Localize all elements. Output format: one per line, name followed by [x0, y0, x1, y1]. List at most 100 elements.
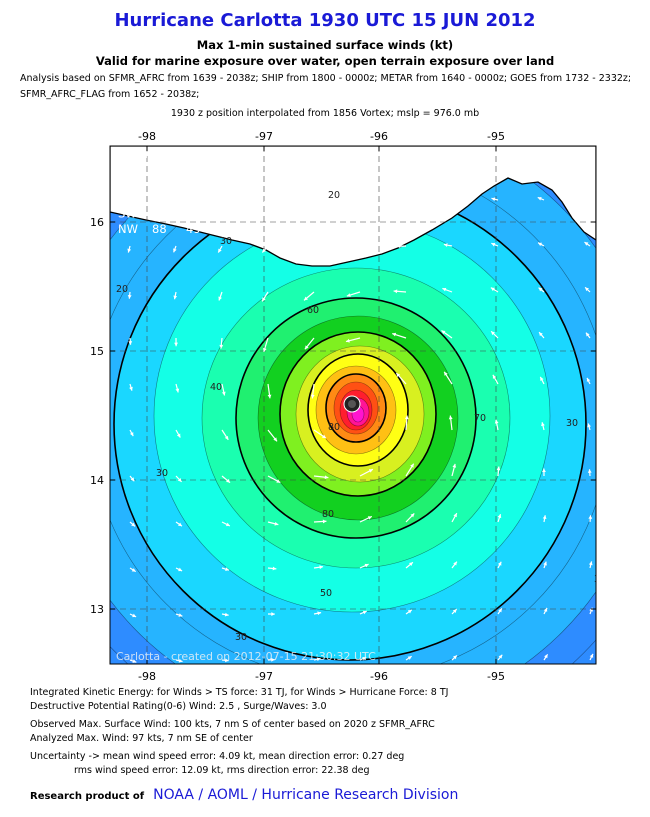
contour-value-label: 60 [307, 305, 319, 316]
wind-radii-cell: 88 [152, 222, 167, 236]
wind-arrow [537, 196, 545, 201]
ike-line: Integrated Kinetic Energy: for Winds > T… [30, 687, 449, 698]
wind-arrow [217, 245, 223, 253]
wind-arrow [262, 337, 269, 353]
subtitle-units: Max 1-min sustained surface winds (kt) [196, 38, 454, 52]
wind-arrow [129, 659, 137, 663]
wind-radii-header-cell: QD [118, 160, 136, 174]
wind-arrow [451, 654, 458, 661]
wind-arrow [490, 330, 499, 339]
lat-lon-grid [110, 146, 596, 664]
wind-arrow [129, 613, 137, 618]
wind-arrow [539, 376, 545, 385]
contour-value-label: 30 [156, 468, 168, 479]
wind-arrow [129, 429, 134, 437]
wind-arrow [313, 519, 327, 524]
wind-arrow [359, 656, 367, 661]
wind-arrow [405, 655, 412, 661]
wind-arrow [359, 515, 373, 523]
storm-center-marker [343, 395, 361, 413]
wind-radii-cell: NE [118, 176, 134, 190]
wind-radii-cell: 62 [186, 191, 201, 205]
lon-tick-label: -97 [255, 670, 273, 683]
wind-arrow [492, 374, 499, 385]
wind-arrow [497, 513, 502, 523]
wind-arrow [359, 563, 369, 569]
wind-arrow [221, 475, 231, 484]
wind-arrow [587, 423, 592, 431]
wind-arrow [267, 657, 275, 662]
analyzed-max-wind: Analyzed Max. Wind: 97 kts, 7 nm SE of c… [30, 733, 253, 744]
wind-arrow [491, 197, 499, 202]
wind-arrow [542, 515, 547, 523]
wind-arrow [267, 612, 275, 616]
contour-value-label: 70 [474, 413, 486, 424]
wind-arrow [172, 199, 177, 207]
wind-arrow [543, 607, 548, 615]
lon-tick-label: -97 [255, 130, 273, 143]
lon-tick-label: -95 [487, 670, 505, 683]
subtitle-exposure: Valid for marine exposure over water, op… [95, 54, 555, 68]
wind-arrow [261, 291, 269, 302]
credit-organization[interactable]: NOAA / AOML / Hurricane Research Divisio… [153, 787, 459, 803]
contour-c75 [315, 365, 397, 455]
contour-c70 [307, 353, 409, 467]
wind-arrow [310, 383, 315, 399]
wind-arrow [221, 521, 231, 527]
contour-value-label: 30 [235, 632, 247, 643]
map-axes: -98 -98 -97 -97 -96 -96 -95 -95 16 15 14 13 [90, 130, 596, 683]
wind-arrow [221, 612, 229, 617]
wind-radii-header-cell: 34K [152, 160, 175, 174]
wind-arrow [129, 383, 133, 391]
wind-arrow [175, 521, 183, 527]
lon-tick-label: -95 [487, 130, 505, 143]
wind-arrow [173, 245, 177, 253]
wind-arrow [392, 332, 407, 339]
wind-arrow [405, 463, 415, 477]
wind-arrow [497, 654, 503, 661]
wind-arrow [443, 243, 453, 247]
wind-radii-cell: SE [118, 191, 133, 205]
wind-radii-cell: 36 [214, 207, 229, 221]
wind-arrow [267, 521, 279, 526]
wind-arrow [221, 429, 229, 441]
wind-arrow [538, 331, 545, 339]
wind-arrow [175, 429, 181, 438]
wind-arrow [405, 561, 414, 569]
wind-arrow [221, 567, 230, 571]
contour-value-label: 20 [116, 284, 128, 295]
wind-arrow [350, 245, 361, 250]
wind-radii-cell: 36 [214, 176, 229, 190]
wind-arrow [585, 332, 591, 339]
wind-radii-cell: SW [118, 207, 137, 221]
wind-arrow [313, 475, 329, 480]
lat-tick-label: 13 [90, 603, 104, 616]
wind-arrow [448, 415, 453, 431]
wind-arrow [543, 561, 547, 569]
wind-arrow [543, 653, 549, 661]
wind-arrow [352, 199, 361, 204]
wind-radii-cell: 41 [214, 191, 229, 205]
wind-arrow [359, 468, 374, 477]
wind-radii-cell: 29 [214, 222, 229, 236]
wind-arrow [588, 561, 593, 569]
wind-arrow [267, 429, 278, 442]
map-watermark: Carlotta - created on 2012-07-15 21:30:3… [116, 650, 376, 663]
wind-radii-table: WIND RADII (NM) QD 34K 50K 64K NE 98 62 36 SE 104… [117, 151, 237, 236]
lon-tick-label: -96 [370, 130, 388, 143]
wind-radii-cell: NW [118, 222, 138, 236]
wind-arrow [267, 475, 281, 484]
wind-arrow [589, 653, 594, 661]
wind-radii-cell: 98 [152, 176, 167, 190]
wind-arrow [128, 337, 133, 345]
wind-arrow [497, 608, 503, 615]
wind-arrow [218, 291, 223, 301]
observed-max-wind: Observed Max. Surface Wind: 100 kts, 7 n… [30, 719, 435, 730]
wind-arrow [129, 475, 135, 482]
wind-arrow [584, 241, 591, 247]
wind-arrow [221, 383, 226, 396]
contour-value-label: 30 [220, 236, 232, 247]
wind-arrow [396, 244, 407, 249]
wind-arrow [303, 291, 315, 301]
